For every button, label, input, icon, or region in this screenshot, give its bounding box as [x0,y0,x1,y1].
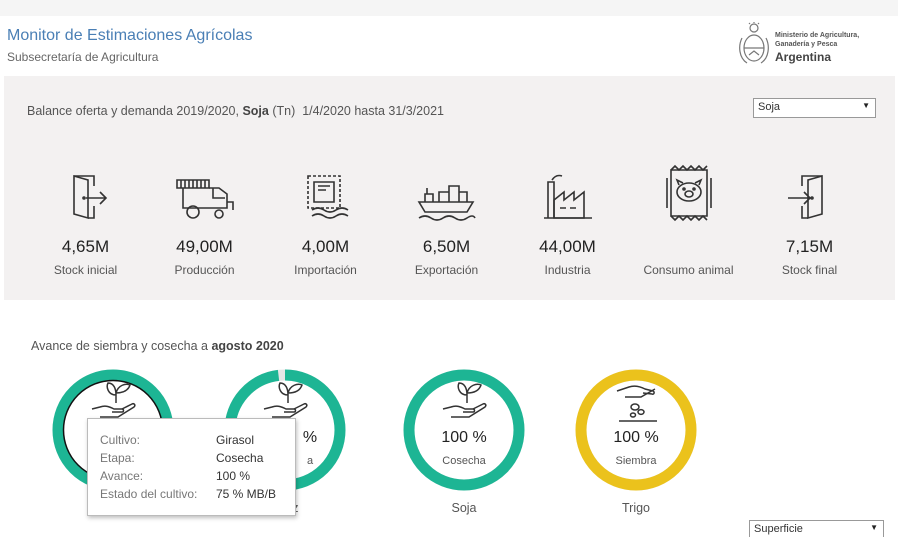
ring-soja[interactable]: 100 % Cosecha [403,369,525,491]
chevron-down-icon: ▼ [862,101,870,110]
kpi-stock-final: 7,15M Stock final [750,130,869,290]
ministry-logo: Ministerio de Agricultura, Ganadería y P… [738,22,888,68]
progress-ring [403,369,525,491]
country-name: Argentina [775,50,832,64]
app-subtitle: Subsecretaría de Agricultura [7,50,159,64]
ministry-line-2: Ganadería y Pesca [775,41,838,48]
kpi-produccion: 49,00M Producción [145,130,264,290]
progress-title: Avance de siembra y cosecha a agosto 202… [31,339,284,353]
kpi-importacion: 4,00M Importación [266,130,385,290]
tooltip-value: Girasol [216,433,255,447]
kpi-exportacion: 6,50M Exportación [387,130,506,290]
kpi-value: 6,50M [422,237,471,256]
ring-trigo[interactable]: 100 % Siembra [575,369,697,491]
door-exit-icon [26,172,145,222]
stamp-waves-icon [266,172,385,222]
hand-plant-icon [91,382,136,418]
tooltip-row-etapa: Etapa: Cosecha [100,451,263,465]
kpi-label: Stock inicial [53,263,118,277]
ministry-line-1: Ministerio de Agricultura, [775,32,860,39]
crop-name-soja: Soja [451,501,477,515]
balance-period: 1/4/2020 hasta 31/3/2021 [302,104,444,118]
kpi-label: Exportación [414,263,479,277]
kpi-value: 7,15M [785,237,834,256]
top-strip [0,0,898,16]
balance-crop: Soja [242,104,269,118]
kpi-label: Stock final [781,263,838,277]
cargo-ship-icon [387,172,506,222]
tooltip-value: Cosecha [216,451,264,465]
tooltip-row-cultivo: Cultivo: Girasol [100,433,254,447]
kpi-value: 4,00M [301,237,350,256]
crop-select-value: Soja [758,101,781,113]
hand-plant-icon [263,382,308,418]
hand-plant-icon [442,382,487,418]
tooltip-row-avance: Avance: 100 % [100,469,250,483]
kpi-value: 44,00M [539,237,596,256]
door-enter-icon [750,172,869,222]
kpi-consumo-animal: Consumo animal [629,130,748,290]
surface-select-value: Superficie [754,523,803,535]
coat-of-arms-icon [739,22,769,64]
tooltip-key: Avance: [100,469,144,483]
balance-title: Balance oferta y demanda 2019/2020, Soja… [27,104,444,118]
crop-name-trigo: Trigo [621,501,650,515]
balance-unit: (Tn) [268,104,296,118]
feed-bag-pig-icon [629,162,748,224]
kpi-label: Producción [174,263,235,277]
factory-icon [508,172,627,222]
balance-title-prefix: Balance oferta y demanda 2019/2020, [27,104,243,118]
progress-month: agosto 2020 [211,339,284,353]
ring-percent: % [302,429,318,446]
tooltip-key: Etapa: [100,451,135,465]
ring-stage: Siembra [615,455,657,467]
ring-stage: a [306,455,314,467]
ring-percent: 100 % [613,429,659,446]
balance-panel [4,76,895,300]
kpi-label: Consumo animal [643,263,734,277]
ring-percent: 100 % [441,429,487,446]
progress-ring [575,369,697,491]
surface-select[interactable]: Superficie ▼ [749,520,884,537]
app-title: Monitor de Estimaciones Agrícolas [7,27,253,44]
crop-select[interactable]: Soja ▼ [753,98,876,118]
tooltip-value: 100 % [216,469,251,483]
kpi-label: Importación [294,263,357,277]
tooltip-row-estado: Estado del cultivo: 75 % MB/B [100,487,276,501]
kpi-stock-inicial: 4,65M Stock inicial [26,130,145,290]
tooltip-value: 75 % MB/B [216,487,277,501]
crop-tooltip: Cultivo: Girasol Etapa: Cosecha Avance: 100… [87,418,296,516]
ring-stage: Cosecha [442,455,486,467]
tooltip-key: Cultivo: [100,433,141,447]
kpi-industria: 44,00M Industria [508,130,627,290]
chevron-down-icon: ▼ [870,523,878,532]
hand-seed-icon [616,385,657,422]
progress-title-prefix: Avance de siembra y cosecha a [31,339,212,353]
kpi-value: 4,65M [61,237,110,256]
kpi-value: 49,00M [176,237,233,256]
ministry-name: Ministerio de Agricultura, Ganadería y P… [775,31,859,49]
tooltip-key: Estado del cultivo: [100,487,198,501]
kpi-label: Industria [544,263,591,277]
harvester-icon [145,172,264,222]
